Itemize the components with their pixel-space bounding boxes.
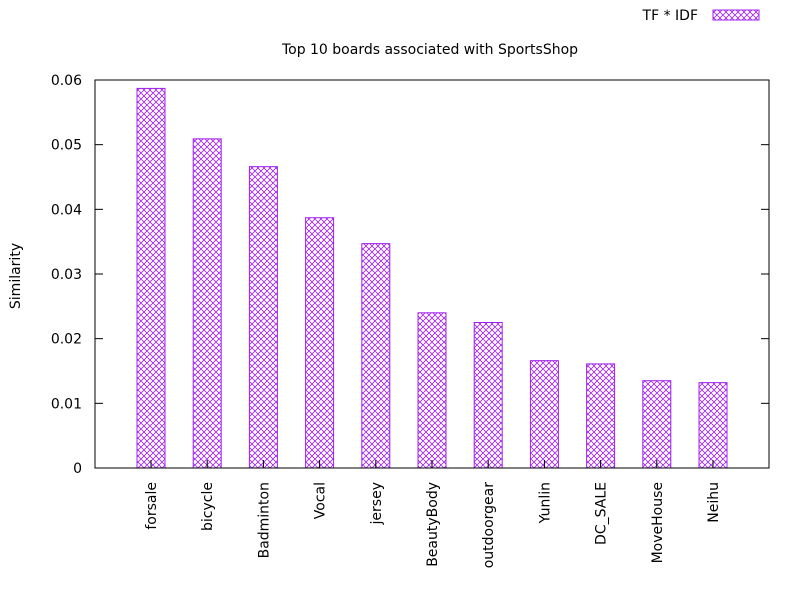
bar-dc-sale <box>586 363 616 469</box>
bar-bicycle <box>192 138 222 469</box>
bar-beautybody <box>417 312 447 469</box>
bar-neihu <box>698 382 728 469</box>
bar-yunlin <box>529 360 559 469</box>
bar-movehouse <box>642 380 672 469</box>
chart-title: Top 10 boards associated with SportsShop <box>281 42 578 58</box>
legend-label: TF * IDF <box>642 8 698 24</box>
x-tick-label: forsale <box>144 482 160 530</box>
y-tick-label: 0.01 <box>51 396 82 412</box>
x-tick-labels: forsale bicycle Badminton Vocal jersey Beauty… <box>144 482 722 569</box>
x-tick-label: Yunlin <box>537 482 553 524</box>
y-axis-label: Similarity <box>8 243 24 309</box>
y-tick-label: 0 <box>73 461 82 477</box>
x-tick-label: DC_SALE <box>594 482 610 545</box>
x-tick-label: Badminton <box>256 482 272 558</box>
y-tick-label: 0.06 <box>51 73 82 89</box>
bar-badminton <box>248 166 278 469</box>
plot-frame <box>94 79 770 469</box>
bar-forsale <box>136 87 166 469</box>
x-tick-label: BeautyBody <box>425 482 441 567</box>
x-tick-label: outdoorgear <box>481 482 497 569</box>
x-tick-label: bicycle <box>200 482 216 531</box>
y-tick-label: 0.03 <box>51 267 82 283</box>
x-tick-label: Vocal <box>313 482 329 519</box>
x-tick-label: MoveHouse <box>650 482 666 563</box>
x-tick-label: Neihu <box>706 482 722 523</box>
y-tick-label: 0.05 <box>51 138 82 154</box>
legend-swatch <box>712 9 760 21</box>
bar-jersey <box>361 243 391 469</box>
bar-outdoorgear <box>473 322 503 469</box>
bars <box>136 87 728 469</box>
x-tick-label: jersey <box>369 482 385 525</box>
y-ticks: 0 0.01 0.02 0.03 0.04 0.05 0.06 <box>51 73 769 477</box>
y-tick-label: 0.02 <box>51 332 82 348</box>
bar-vocal <box>305 217 335 469</box>
y-tick-label: 0.04 <box>51 202 82 218</box>
